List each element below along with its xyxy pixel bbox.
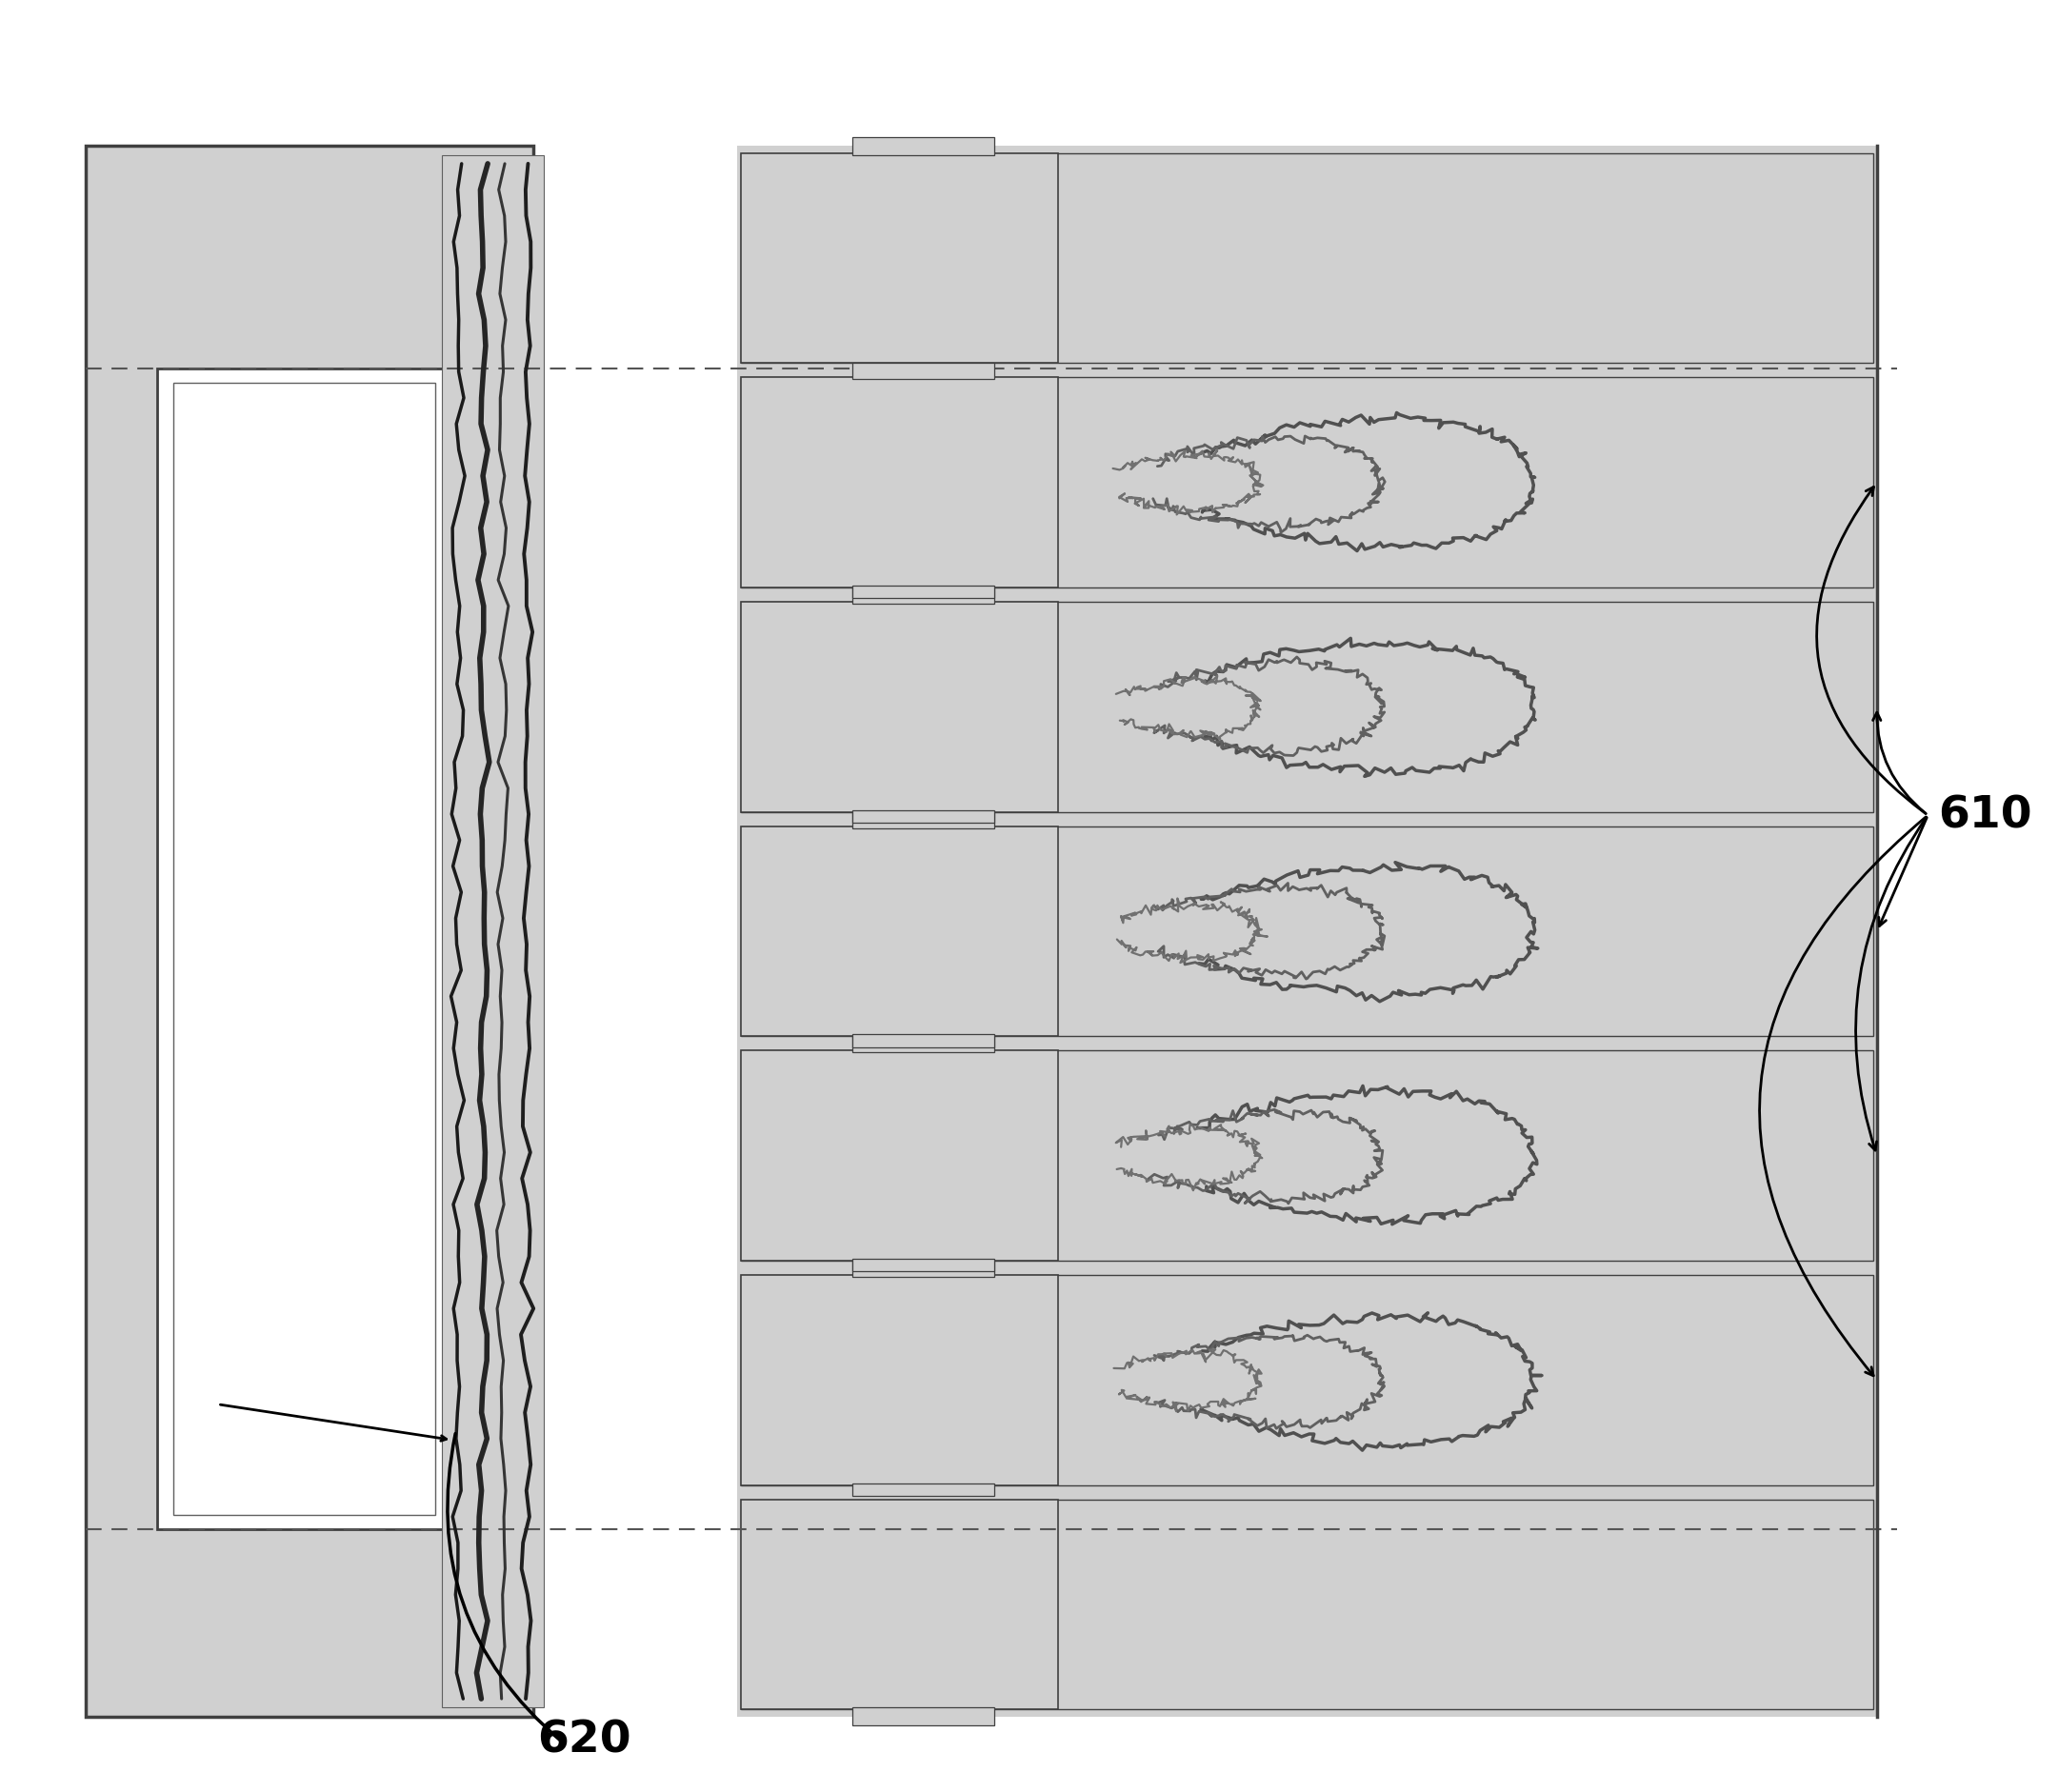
Bar: [84, 147, 533, 1717]
Bar: [442, 156, 543, 1708]
Bar: [741, 826, 1058, 1038]
Bar: [852, 1038, 994, 1052]
Bar: [741, 378, 1873, 588]
Bar: [852, 1708, 994, 1726]
Bar: [852, 364, 994, 380]
Bar: [741, 1500, 1058, 1710]
Bar: [741, 1050, 1873, 1262]
Bar: [741, 1050, 1058, 1262]
Bar: [852, 1260, 994, 1272]
Bar: [741, 1500, 1873, 1710]
Bar: [852, 812, 994, 828]
Bar: [84, 147, 533, 1717]
Bar: [852, 1036, 994, 1047]
Bar: [173, 383, 436, 1514]
Bar: [741, 154, 1058, 364]
Bar: [737, 147, 1877, 1717]
Bar: [852, 1262, 994, 1278]
Bar: [852, 1484, 994, 1496]
Bar: [852, 586, 994, 599]
Bar: [741, 1276, 1058, 1486]
Bar: [741, 154, 1873, 364]
Bar: [741, 378, 1058, 588]
Bar: [741, 602, 1058, 812]
Bar: [852, 138, 994, 156]
Bar: [741, 1276, 1873, 1486]
Bar: [741, 602, 1873, 812]
Bar: [852, 588, 994, 604]
Bar: [741, 826, 1873, 1038]
Bar: [852, 810, 994, 823]
Bar: [156, 369, 453, 1529]
Text: 620: 620: [537, 1719, 632, 1762]
Text: 610: 610: [1939, 794, 2031, 837]
